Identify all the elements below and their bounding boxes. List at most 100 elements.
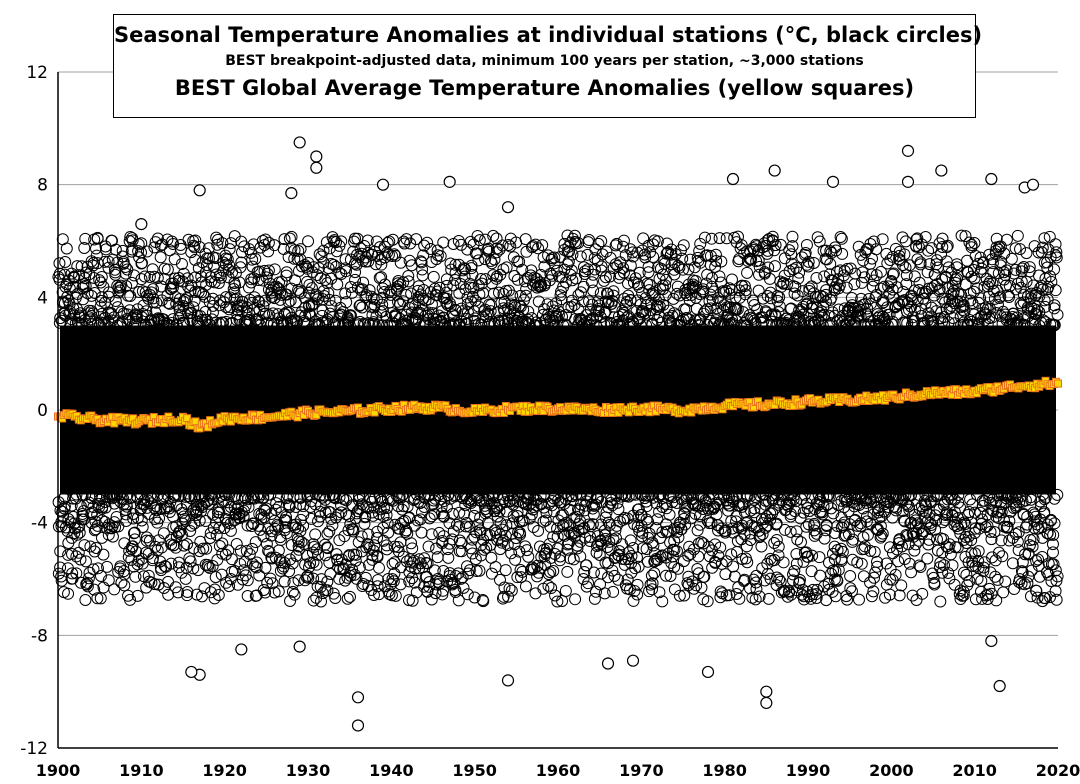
station-circle — [351, 719, 365, 732]
station-circle — [929, 509, 942, 522]
station-circle — [712, 524, 725, 537]
station-circle — [880, 247, 893, 260]
station-circle — [502, 238, 515, 251]
station-circle — [421, 236, 434, 249]
station-circle — [452, 235, 465, 248]
station-circle — [617, 262, 630, 275]
station-circle — [587, 566, 600, 579]
station-circle — [807, 256, 820, 269]
station-circle — [135, 514, 148, 527]
station-circle — [975, 574, 988, 587]
global-average-square — [1054, 379, 1062, 388]
station-circle — [588, 263, 601, 276]
station-circle — [293, 640, 306, 653]
station-circle — [1028, 240, 1041, 253]
station-circle — [117, 565, 130, 578]
station-circle — [615, 538, 628, 551]
station-circle — [999, 575, 1012, 588]
station-circle — [265, 284, 278, 297]
station-circle — [990, 306, 1003, 319]
station-circle — [499, 496, 512, 509]
global-average-squares — [54, 376, 1062, 433]
station-circle — [785, 248, 798, 261]
station-circle — [592, 237, 605, 250]
station-circle — [254, 488, 267, 501]
station-circle — [234, 544, 247, 557]
station-circle — [527, 521, 540, 534]
station-circle — [197, 542, 210, 555]
station-circle — [607, 285, 620, 298]
station-circle — [444, 257, 457, 270]
station-circle — [741, 245, 754, 258]
station-circle — [811, 583, 824, 596]
station-circle — [692, 550, 705, 563]
station-circle — [79, 488, 92, 501]
station-circle — [350, 258, 363, 271]
station-circle — [317, 244, 330, 257]
station-circle — [220, 576, 233, 589]
station-circle — [310, 558, 323, 571]
station-circle — [244, 246, 257, 259]
station-circle — [778, 252, 791, 265]
station-circle — [403, 575, 416, 588]
station-circle — [131, 589, 144, 602]
station-circle — [1049, 584, 1062, 597]
station-circle — [380, 543, 393, 556]
station-circle — [937, 559, 950, 572]
station-circle — [1049, 284, 1062, 297]
station-circle — [1011, 229, 1024, 242]
station-circle — [143, 270, 156, 283]
station-circle — [534, 490, 547, 503]
station-circle — [119, 508, 132, 521]
station-circle — [294, 243, 307, 256]
station-circle — [124, 230, 137, 243]
station-circle — [694, 237, 707, 250]
station-circle — [565, 300, 578, 313]
station-circle — [272, 585, 285, 598]
y-tick-label: 0 — [37, 401, 48, 421]
station-circle — [791, 533, 804, 546]
station-circle — [168, 253, 181, 266]
station-circle — [724, 302, 737, 315]
station-circle — [611, 315, 624, 328]
station-circle — [135, 218, 148, 231]
station-circle — [68, 527, 81, 540]
station-circle — [783, 586, 796, 599]
station-circle — [501, 317, 514, 330]
station-circle — [154, 251, 167, 264]
station-circle — [612, 503, 625, 516]
station-circle — [993, 679, 1006, 693]
station-circle — [228, 230, 241, 243]
station-circle — [624, 534, 637, 547]
station-circle — [916, 527, 929, 540]
station-circle — [732, 581, 745, 594]
station-circle — [903, 259, 916, 272]
axes — [57, 72, 1058, 749]
station-circle — [775, 280, 788, 293]
station-circle — [337, 492, 350, 505]
station-circle — [913, 559, 926, 572]
station-circle — [130, 310, 143, 323]
station-circle — [805, 565, 818, 578]
station-circle — [491, 502, 504, 515]
station-circle — [224, 524, 237, 537]
station-circle — [386, 558, 399, 571]
station-circle — [572, 237, 585, 250]
station-circle — [989, 570, 1002, 583]
station-circle — [645, 569, 658, 582]
station-circle — [221, 253, 234, 266]
station-circle — [284, 294, 297, 307]
station-circle — [1009, 528, 1022, 541]
station-circle — [786, 240, 799, 253]
station-circle — [1046, 546, 1059, 559]
station-circle — [85, 491, 98, 504]
station-circle — [854, 520, 867, 533]
station-circle — [69, 291, 82, 304]
station-circle — [749, 317, 762, 330]
station-circle — [874, 265, 887, 278]
station-circle — [725, 273, 738, 286]
station-circle — [625, 550, 638, 563]
station-circle — [957, 300, 970, 313]
station-circle — [587, 508, 600, 521]
station-circle — [670, 545, 683, 558]
